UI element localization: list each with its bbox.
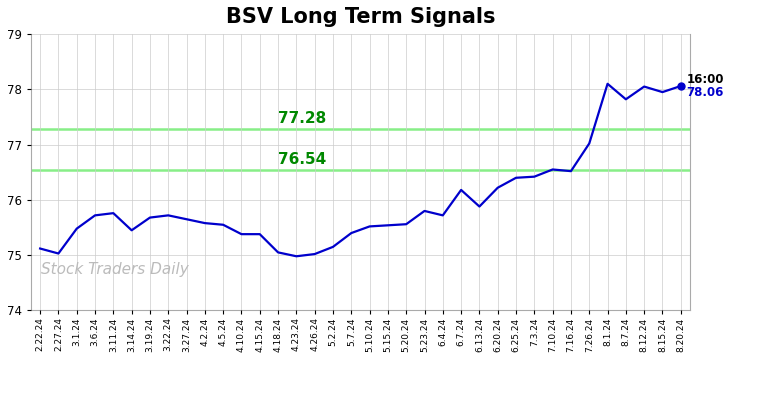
Text: Stock Traders Daily: Stock Traders Daily	[41, 262, 189, 277]
Text: 76.54: 76.54	[278, 152, 326, 167]
Text: 77.28: 77.28	[278, 111, 326, 127]
Text: 16:00: 16:00	[686, 73, 724, 86]
Title: BSV Long Term Signals: BSV Long Term Signals	[226, 7, 495, 27]
Text: 78.06: 78.06	[686, 86, 724, 99]
